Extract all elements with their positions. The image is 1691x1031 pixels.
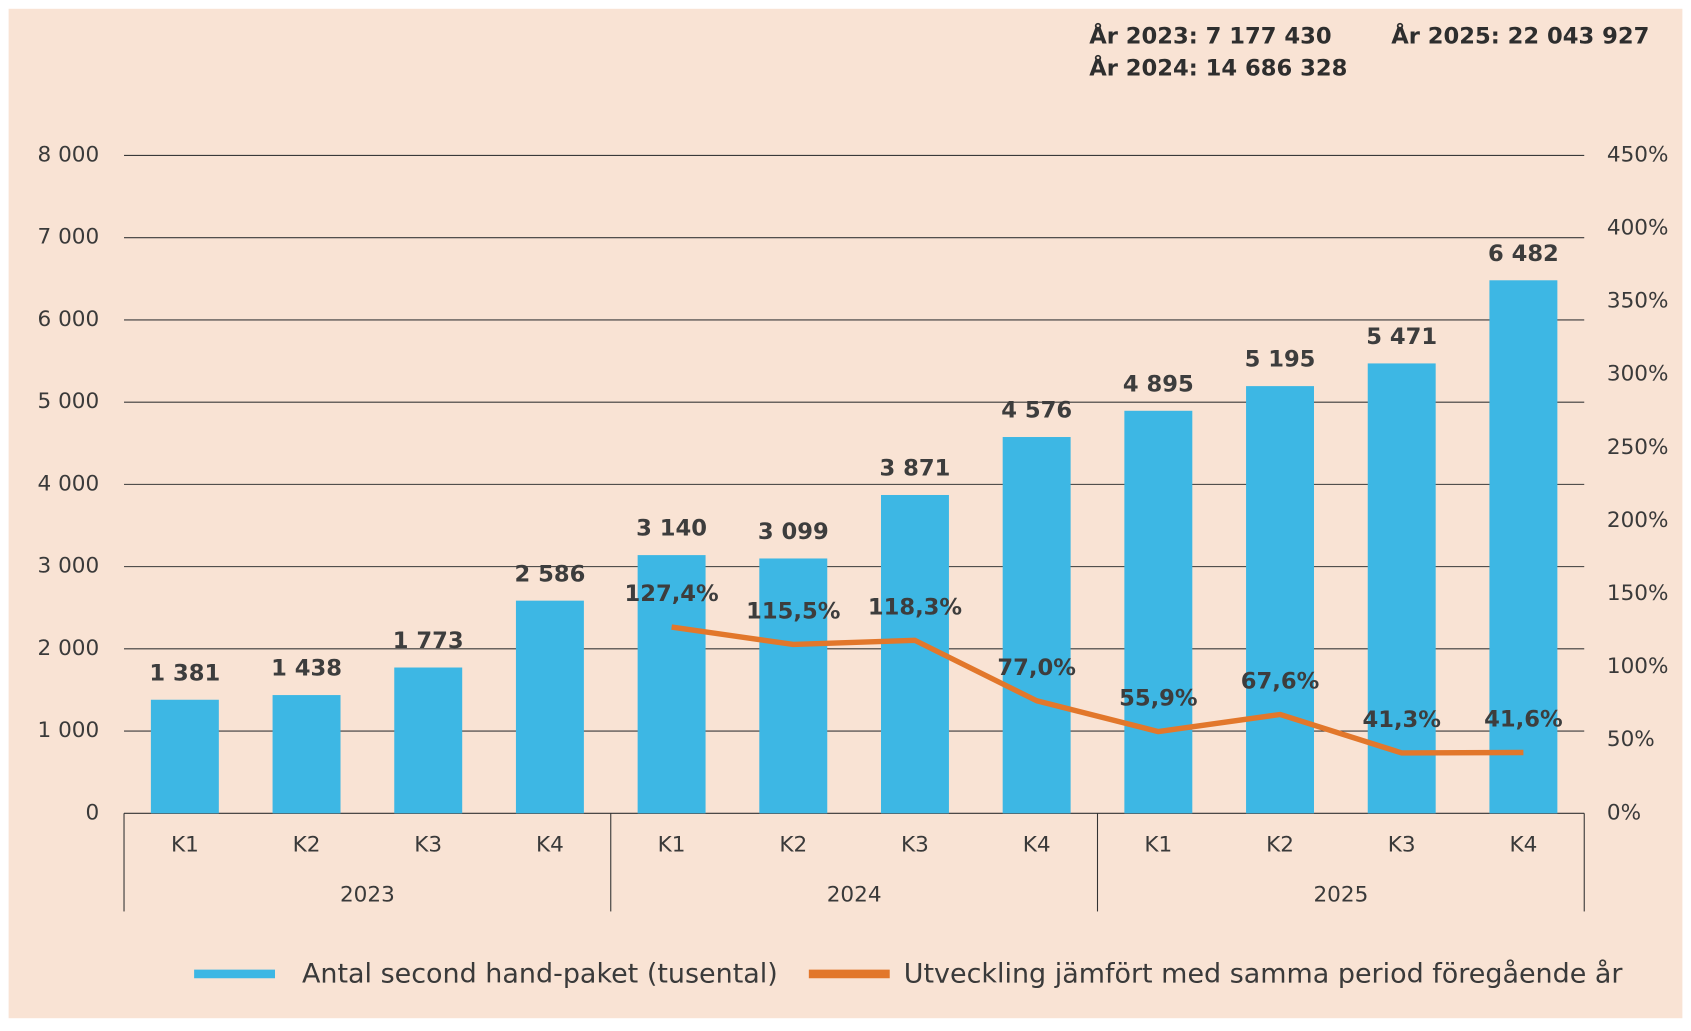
x-tick-label: K1 xyxy=(658,833,686,858)
legend-label: Utveckling jämfört med samma period före… xyxy=(904,959,1624,990)
data-label: 3 871 xyxy=(880,456,951,482)
bar xyxy=(1489,280,1558,814)
bar xyxy=(1367,363,1436,814)
bar xyxy=(759,558,828,814)
x-tick-label: K1 xyxy=(1144,833,1172,858)
bar xyxy=(1002,437,1071,814)
bar xyxy=(272,695,341,814)
x-tick-label: K4 xyxy=(536,833,564,858)
y2-tick-label: 50% xyxy=(1607,727,1655,752)
y2-tick-label: 100% xyxy=(1607,654,1669,679)
data-label: 1 438 xyxy=(271,656,342,682)
x-tick-label: K1 xyxy=(171,833,199,858)
bar xyxy=(1246,386,1314,814)
data-label: 1 381 xyxy=(149,660,220,686)
y-tick-label: 8 000 xyxy=(38,142,100,167)
x-tick-label: K3 xyxy=(1388,833,1416,858)
data-label: 3 099 xyxy=(758,519,829,545)
data-label: 6 482 xyxy=(1488,241,1559,267)
data-label: 67,6% xyxy=(1241,669,1320,695)
data-label: 4 895 xyxy=(1123,371,1194,397)
group-label: 2025 xyxy=(1313,882,1368,907)
x-tick-label: K2 xyxy=(293,833,321,858)
bar xyxy=(1124,410,1193,814)
y-tick-label: 3 000 xyxy=(38,554,100,579)
data-label: 127,4% xyxy=(624,581,718,607)
x-tick-label: K2 xyxy=(779,833,807,858)
y2-tick-label: 300% xyxy=(1607,362,1669,387)
y-tick-label: 2 000 xyxy=(38,636,100,661)
data-label: 115,5% xyxy=(746,599,840,625)
y-tick-label: 1 000 xyxy=(38,718,100,743)
data-label: 77,0% xyxy=(997,655,1075,681)
data-label: 41,3% xyxy=(1362,707,1441,733)
group-label: 2023 xyxy=(340,882,395,907)
y-tick-label: 0 xyxy=(85,800,99,825)
y2-tick-label: 200% xyxy=(1607,508,1669,533)
data-label: 41,6% xyxy=(1484,707,1563,733)
x-tick-label: K3 xyxy=(901,833,929,858)
annotation: År 2025: 22 043 927 xyxy=(1391,21,1649,49)
data-label: 3 140 xyxy=(636,516,707,542)
y2-tick-label: 250% xyxy=(1607,435,1669,460)
legend-label: Antal second hand-paket (tusental) xyxy=(302,959,778,990)
data-label: 5 195 xyxy=(1245,347,1316,373)
data-label: 4 576 xyxy=(1001,398,1072,424)
x-tick-label: K3 xyxy=(414,833,442,858)
x-tick-label: K4 xyxy=(1509,833,1537,858)
y2-tick-label: 450% xyxy=(1607,142,1669,167)
y2-tick-label: 350% xyxy=(1607,289,1669,314)
data-label: 1 773 xyxy=(393,628,464,654)
y-tick-label: 7 000 xyxy=(38,225,100,250)
y-tick-label: 6 000 xyxy=(38,307,100,332)
annotation: År 2024: 14 686 328 xyxy=(1089,54,1347,82)
y-tick-label: 4 000 xyxy=(38,471,100,496)
x-tick-label: K2 xyxy=(1266,833,1294,858)
bar xyxy=(394,667,463,814)
data-label: 2 586 xyxy=(514,561,585,587)
bar xyxy=(150,699,219,814)
annotation: År 2023: 7 177 430 xyxy=(1089,21,1331,49)
bar xyxy=(515,600,584,814)
data-label: 55,9% xyxy=(1119,686,1198,712)
line xyxy=(671,624,1524,756)
x-tick-label: K4 xyxy=(1023,833,1051,858)
y2-tick-label: 0% xyxy=(1607,800,1641,825)
y2-tick-label: 400% xyxy=(1607,216,1669,241)
group-label: 2024 xyxy=(827,882,882,907)
y2-tick-label: 150% xyxy=(1607,581,1669,606)
bar xyxy=(637,555,706,814)
y-tick-label: 5 000 xyxy=(38,389,100,414)
data-label: 5 471 xyxy=(1366,324,1437,350)
data-label: 118,3% xyxy=(868,595,962,621)
